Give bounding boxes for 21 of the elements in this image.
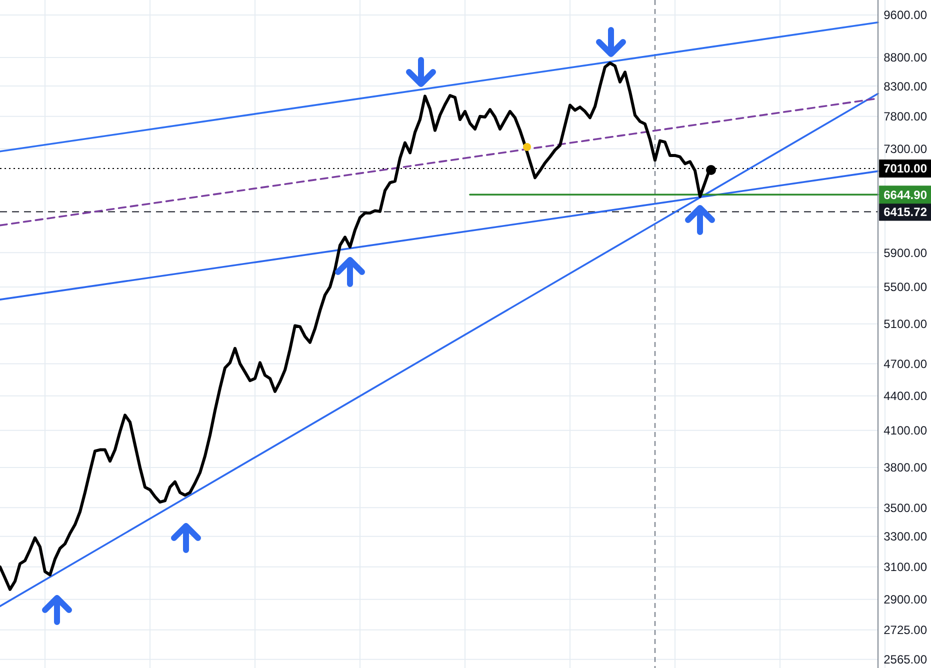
- ref-line-label: 6415.72: [884, 204, 928, 219]
- y-tick-label: 2900.00: [884, 592, 928, 607]
- y-tick-label: 7300.00: [884, 142, 928, 156]
- y-tick-label: 4100.00: [884, 424, 928, 438]
- y-tick-label: 3100.00: [884, 560, 928, 574]
- y-tick-label: 5500.00: [884, 280, 928, 294]
- y-tick-label: 4700.00: [884, 356, 928, 371]
- y-tick-label: 3800.00: [884, 460, 928, 475]
- y-tick-label: 3300.00: [884, 530, 928, 544]
- y-tick-label: 8300.00: [884, 79, 928, 94]
- y-tick-label: 9600.00: [884, 8, 928, 22]
- y-tick-label: 3500.00: [884, 500, 928, 515]
- ref-line-label: 7010.00: [884, 162, 928, 176]
- y-tick-label: 2565.00: [884, 652, 928, 667]
- y-tick-label: 7800.00: [884, 110, 928, 124]
- y-tick-label: 4400.00: [884, 389, 928, 404]
- y-tick-label: 8800.00: [884, 50, 928, 65]
- y-tick-label: 2725.00: [884, 623, 928, 638]
- text: 6644.90: [884, 188, 928, 202]
- y-tick-label: 5900.00: [884, 246, 928, 260]
- y-tick-label: 5100.00: [884, 317, 928, 332]
